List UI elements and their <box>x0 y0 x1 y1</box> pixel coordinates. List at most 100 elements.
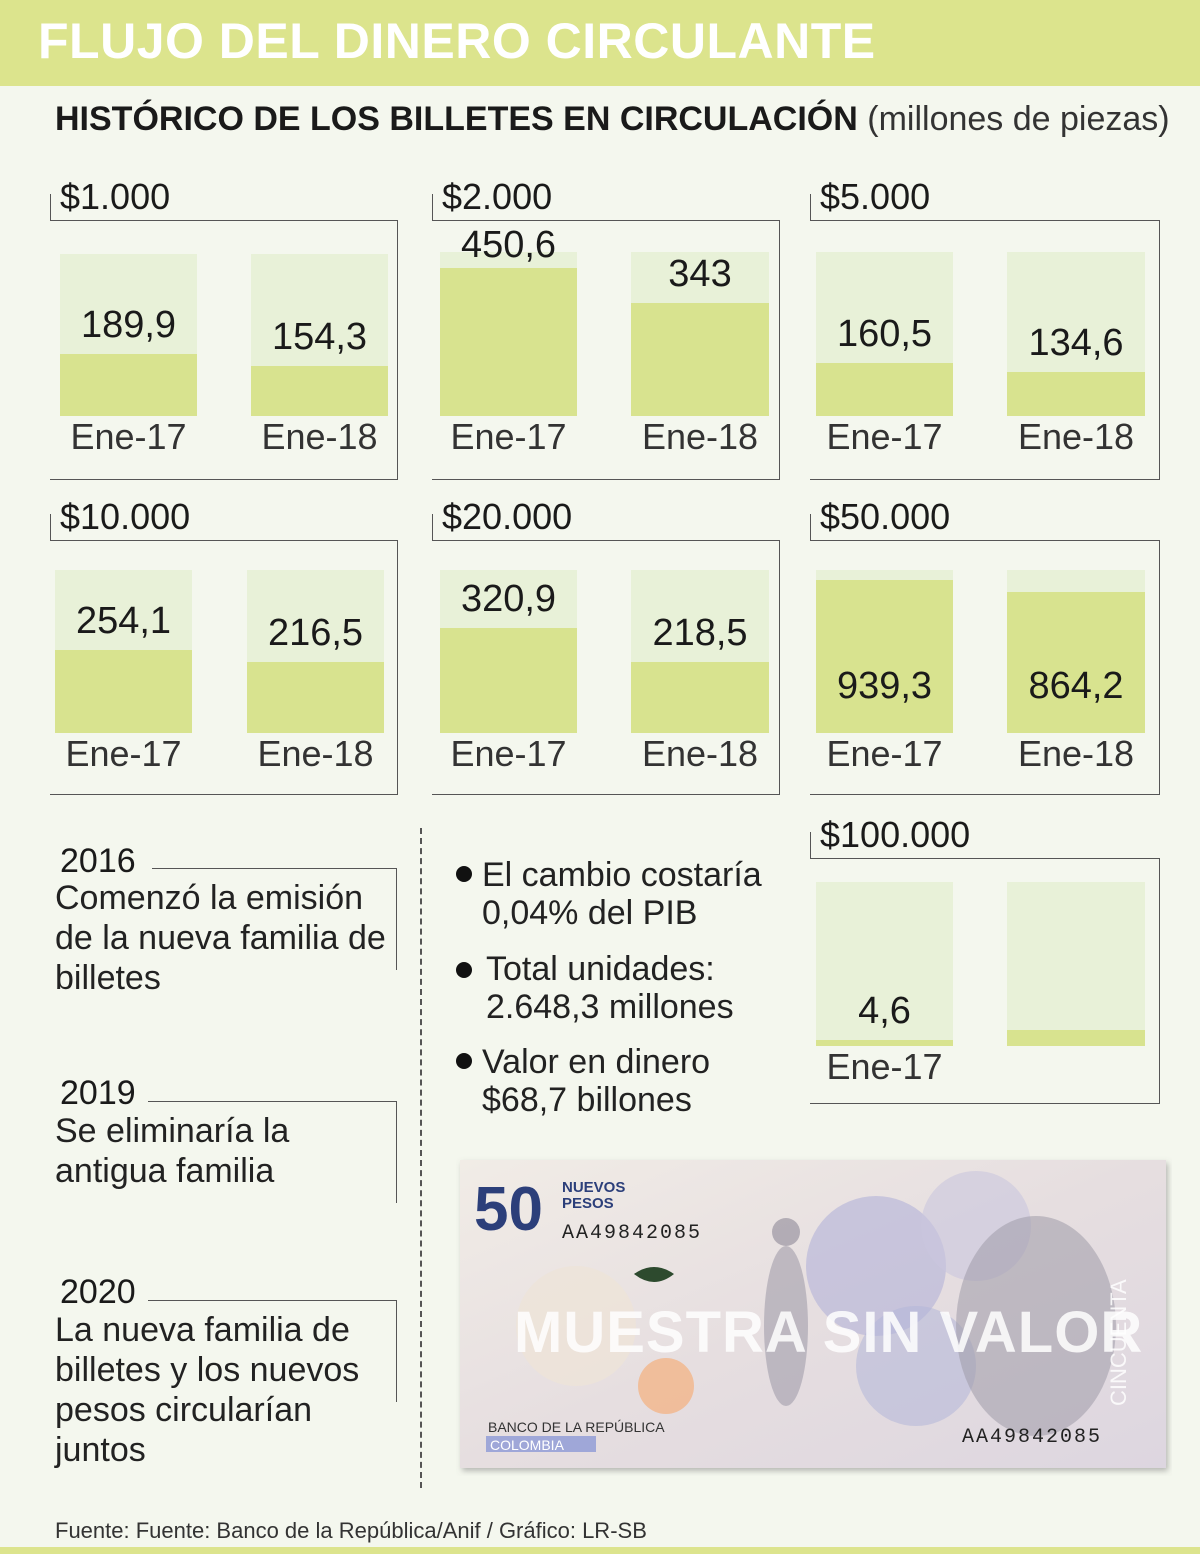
bar-value-label: 343 <box>668 253 732 295</box>
panel-denomination: $10.000 <box>60 496 191 537</box>
panel-top-rule <box>50 220 398 221</box>
timeline-year: 2016 <box>60 842 136 880</box>
subtitle-units: (millones de piezas) <box>867 100 1170 138</box>
timeline-text: Se eliminaría la antigua familia <box>55 1112 290 1190</box>
timeline-rule <box>396 868 397 970</box>
bar-category-label: Ene-17 <box>826 1046 943 1087</box>
panel-denomination: $50.000 <box>820 496 951 537</box>
bar-value-label: 160,5 <box>836 313 933 355</box>
panel-top-rule <box>432 540 780 541</box>
banknote-serial: AA49842085 <box>962 1426 1102 1449</box>
banknote-vertical-text: CINCUENTA <box>1106 1279 1131 1406</box>
panel-denomination: $5.000 <box>820 176 931 217</box>
bar <box>816 363 953 416</box>
bar-value-label: 320,9 <box>460 578 557 620</box>
bar-value-label: 218,5 <box>652 612 748 654</box>
bar-category-label: Ene-17 <box>450 733 567 774</box>
source-note: Fuente: Fuente: Banco de la República/An… <box>55 1518 647 1543</box>
panel-left-tick <box>50 194 51 220</box>
panel-frame <box>810 220 1160 480</box>
bar-category-label: Ene-18 <box>1017 733 1135 774</box>
timeline-text: Comenzó la emisión de la nueva familia d… <box>55 879 386 997</box>
figure-icon <box>764 1246 808 1406</box>
banknote-country: COLOMBIA <box>490 1437 565 1453</box>
page-title: FLUJO DEL DINERO CIRCULANTE <box>38 13 876 69</box>
fact-label: Total unidades: <box>486 950 715 988</box>
bar <box>60 354 197 416</box>
banknote-pattern <box>638 1358 694 1414</box>
fact-label: El cambio costaría <box>482 856 762 894</box>
panel-denomination: $100.000 <box>820 814 971 855</box>
panel-frame <box>50 540 398 795</box>
banknote-issuer: BANCO DE LA REPÚBLICA <box>488 1419 665 1435</box>
bar-value-label: 189,9 <box>80 304 177 346</box>
bar-category-label: Ene-17 <box>450 416 567 457</box>
panel-denomination: $2.000 <box>442 176 553 217</box>
bar-background <box>816 882 953 1046</box>
bar-background <box>1007 882 1145 1046</box>
bar-value-label: 4,6 <box>858 990 911 1032</box>
panel-frame <box>50 220 398 480</box>
bar-category-label: Ene-17 <box>70 416 187 457</box>
panel-left-tick <box>810 514 811 540</box>
banknote-pattern <box>516 1266 636 1386</box>
banknote-currency: NUEVOS <box>562 1179 625 1196</box>
panel-frame <box>810 540 1160 795</box>
panel-top-rule <box>50 540 398 541</box>
fact-item: Total unidades: 2.648,3 millones <box>486 950 734 1026</box>
bird-icon <box>634 1267 674 1282</box>
timeline-rule <box>152 868 396 869</box>
panel-frame <box>432 540 780 795</box>
bar <box>440 268 577 416</box>
figure-head-icon <box>772 1218 800 1246</box>
bar <box>816 1040 953 1046</box>
panel-left-tick <box>432 194 433 220</box>
bar <box>816 580 953 733</box>
fact-item: El cambio costaría 0,04% del PIB <box>482 856 762 932</box>
timeline-year: 2020 <box>60 1273 136 1311</box>
bullet-dot <box>456 1053 472 1069</box>
bar <box>440 628 577 733</box>
bar-value-label: 864,2 <box>1028 665 1124 707</box>
panel-top-rule <box>810 220 1160 221</box>
bar <box>631 662 769 733</box>
bullet-dot <box>456 866 472 882</box>
panel-left-tick <box>810 194 811 220</box>
bar-value-label: 154,3 <box>271 316 368 358</box>
bar <box>631 303 769 416</box>
subtitle-bold: HISTÓRICO DE LOS BILLETES EN CIRCULACIÓN <box>55 100 858 138</box>
bar-category-label: Ene-18 <box>1017 416 1135 457</box>
panel-top-rule <box>432 220 780 221</box>
bar <box>1007 372 1145 416</box>
timeline-text: La nueva familia de billetes y los nuevo… <box>55 1311 360 1469</box>
panel-left-tick <box>432 514 433 540</box>
banknote-image: 50 NUEVOS PESOS AA49842085 MUESTRA SIN V… <box>460 1160 1166 1468</box>
bar-category-label: Ene-18 <box>641 733 759 774</box>
panel-top-rule <box>810 858 1160 859</box>
fact-label: Valor en dinero <box>482 1043 711 1081</box>
bar <box>55 650 192 733</box>
timeline-rule <box>396 1101 397 1203</box>
panel-denomination: $20.000 <box>442 496 573 537</box>
timeline-rule <box>148 1101 396 1102</box>
bar-category-label: Ene-17 <box>826 733 943 774</box>
bar <box>1007 592 1145 733</box>
timeline-rule <box>396 1300 397 1402</box>
bullet-dot <box>456 962 472 978</box>
bottom-rule <box>0 1547 1200 1554</box>
divider-dashed <box>420 828 422 1488</box>
bar-category-label: Ene-18 <box>641 416 759 457</box>
panel-denomination: $1.000 <box>60 176 171 217</box>
panel-left-tick <box>50 514 51 540</box>
panel-top-rule <box>810 540 1160 541</box>
banknote-pattern <box>856 1306 976 1426</box>
chart-subtitle: HISTÓRICO DE LOS BILLETES EN CIRCULACIÓN… <box>55 100 1170 139</box>
fact-item: Valor en dinero $68,7 billones <box>482 1043 710 1119</box>
title-banner: FLUJO DEL DINERO CIRCULANTE <box>0 0 1200 86</box>
banknote-pattern <box>806 1196 946 1336</box>
banknote-serial: AA49842085 <box>562 1222 702 1245</box>
fact-value: 2.648,3 millones <box>486 988 734 1026</box>
bar-category-label: Ene-17 <box>65 733 182 774</box>
fact-value: $68,7 billones <box>482 1081 692 1119</box>
banknote-watermark: MUESTRA SIN VALOR <box>514 1300 1143 1365</box>
